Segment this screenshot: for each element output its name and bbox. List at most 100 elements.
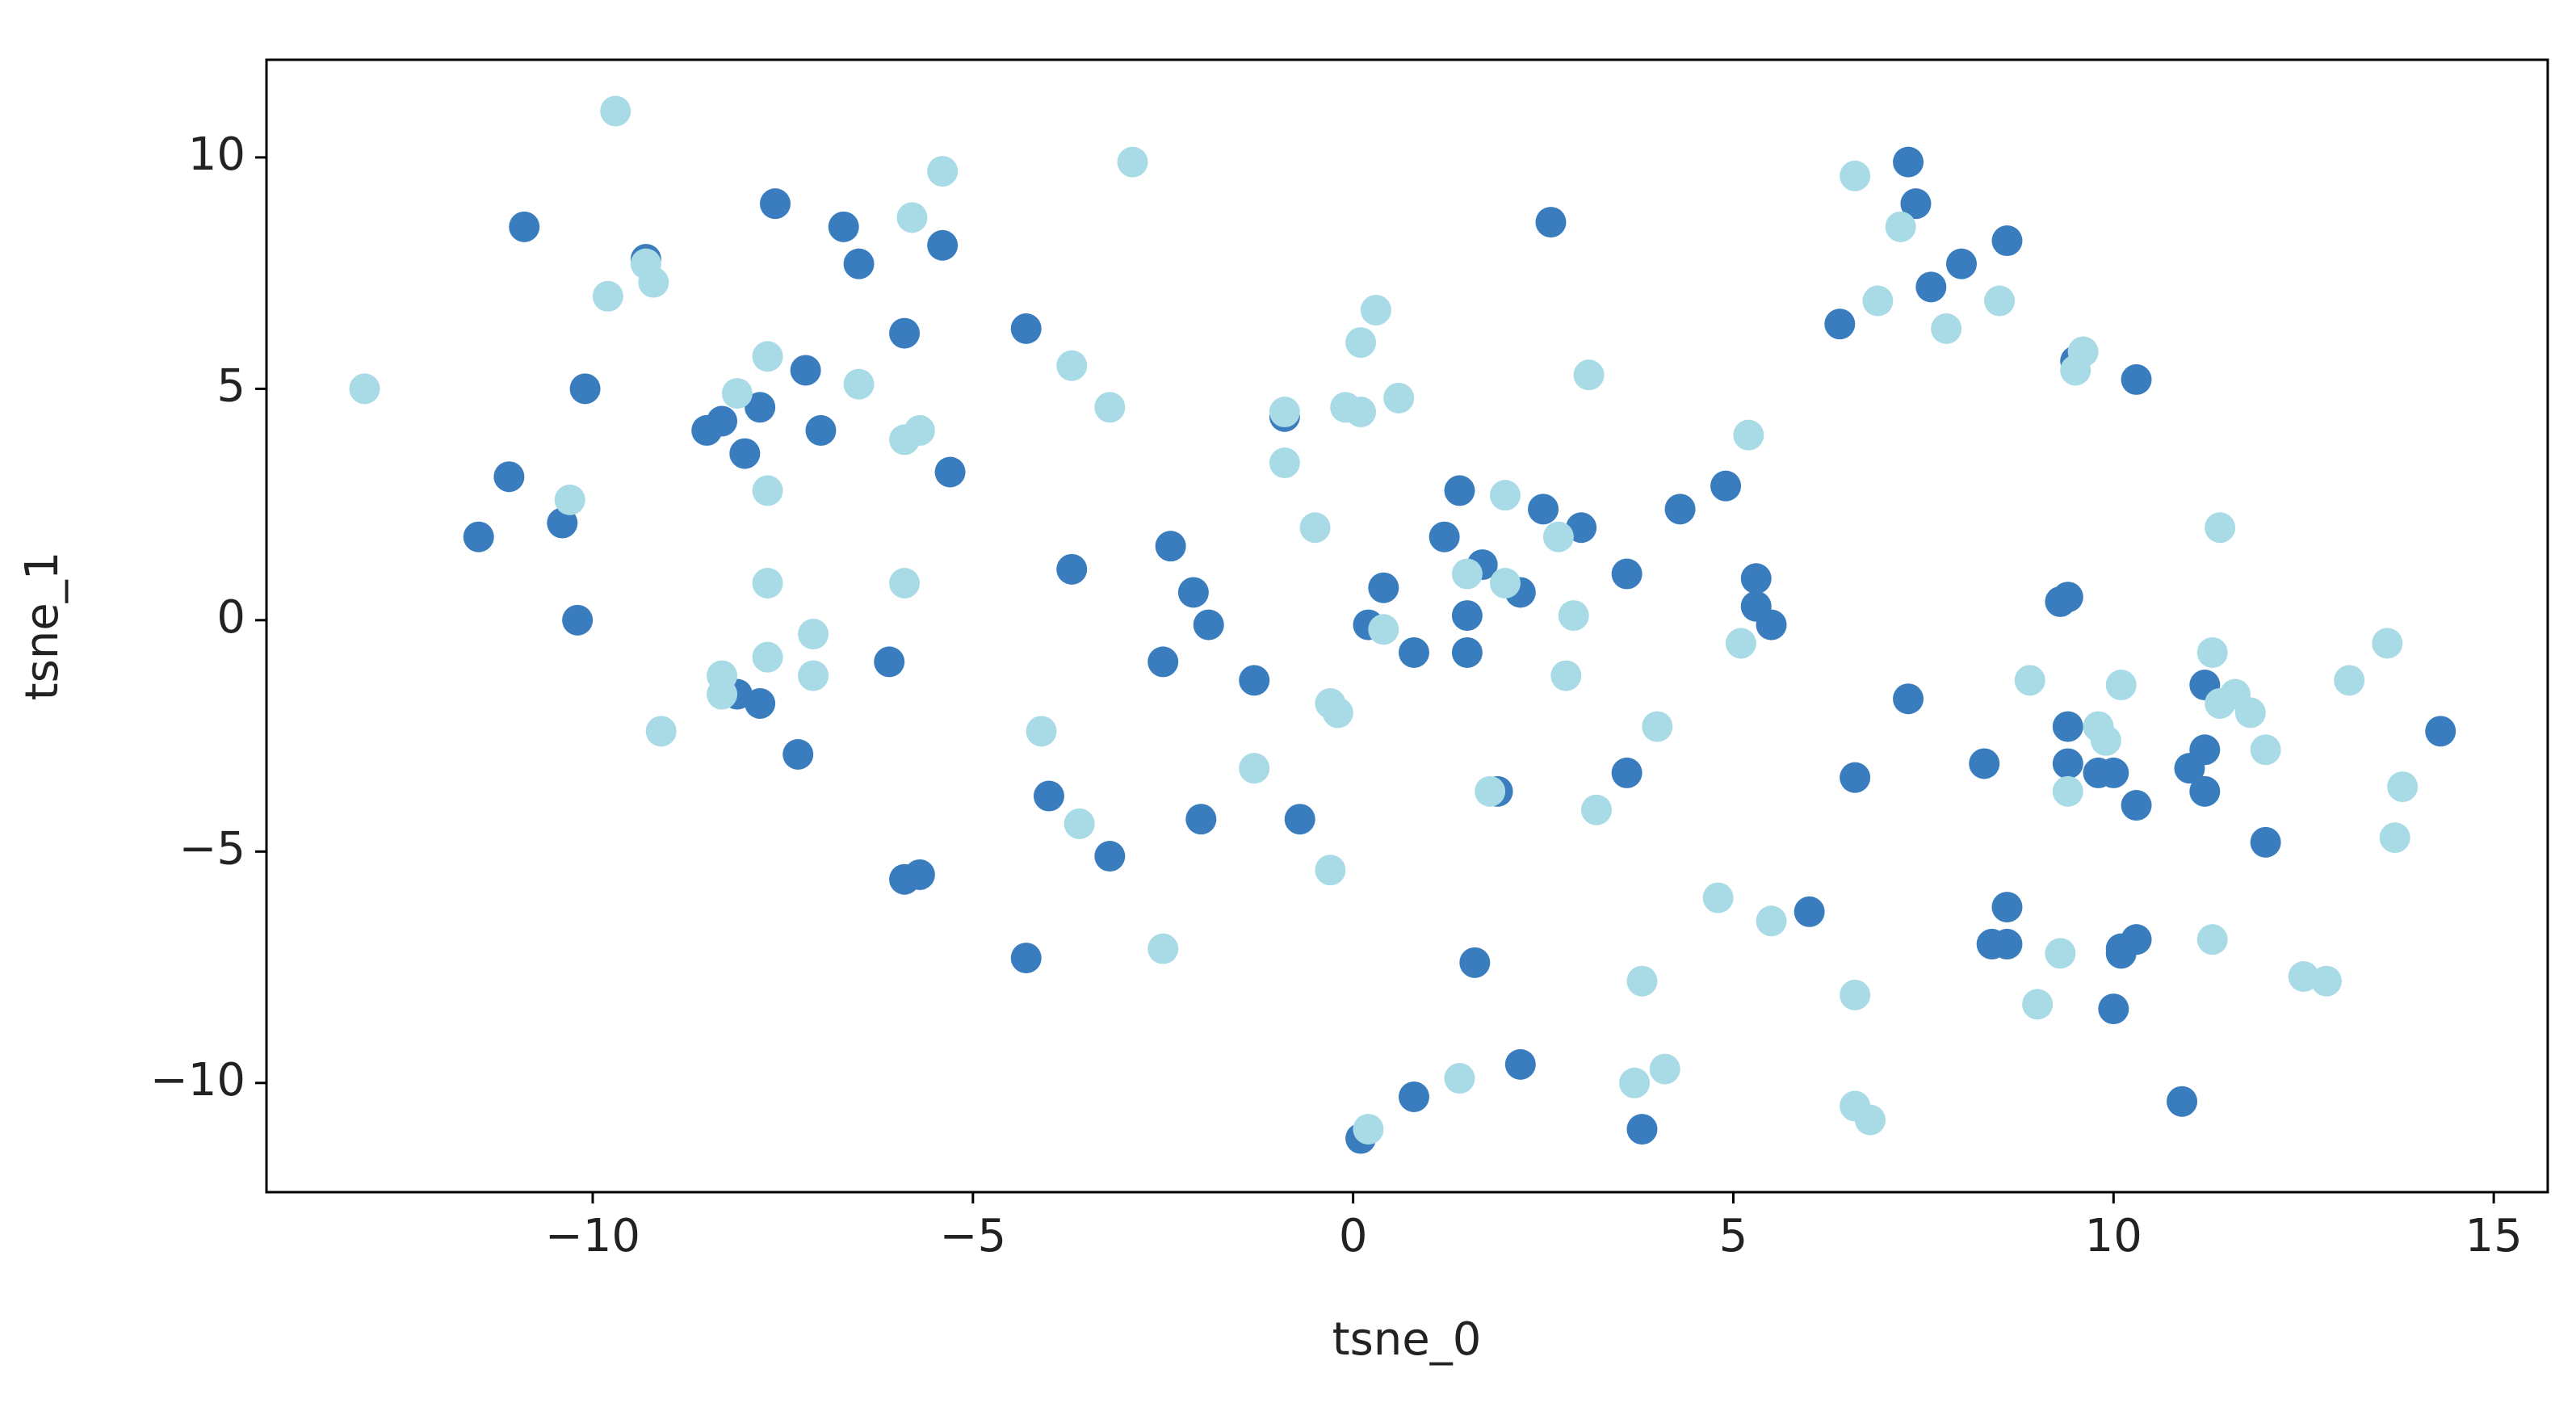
point	[1398, 1081, 1429, 1112]
point	[1580, 794, 1612, 825]
point	[1991, 892, 2023, 923]
point	[1094, 392, 1126, 423]
y-tick-label: 5	[216, 360, 245, 413]
point	[1459, 947, 1491, 978]
point	[1147, 933, 1179, 964]
point	[2121, 790, 2152, 821]
point	[1840, 762, 1871, 793]
point	[1626, 1114, 1658, 1145]
point	[874, 646, 905, 678]
point	[1756, 609, 1787, 640]
point	[554, 484, 585, 515]
point	[1451, 558, 1483, 590]
x-tick-label: 5	[1719, 1210, 1748, 1262]
point	[1642, 711, 1673, 742]
point	[707, 678, 738, 710]
point	[1475, 775, 1506, 807]
point	[1299, 512, 1331, 544]
point	[752, 341, 783, 372]
x-tick-label: −5	[940, 1210, 1007, 1262]
point	[1900, 188, 1932, 220]
point	[1611, 757, 1643, 788]
point	[2167, 1086, 2198, 1117]
point	[2205, 512, 2236, 544]
point	[1893, 683, 1924, 715]
point	[2288, 961, 2319, 993]
point	[1269, 397, 1300, 428]
point	[1710, 470, 1742, 502]
point	[349, 373, 380, 405]
point	[2014, 665, 2045, 696]
point	[2090, 724, 2121, 756]
point	[805, 414, 837, 446]
point	[547, 507, 578, 539]
point	[790, 355, 821, 386]
point	[1094, 841, 1126, 872]
point	[1733, 419, 1764, 451]
point	[600, 95, 631, 127]
point	[569, 373, 601, 405]
point	[1117, 146, 1148, 178]
point	[2098, 993, 2129, 1025]
point	[1444, 475, 1475, 506]
point	[1489, 480, 1521, 511]
point	[630, 248, 661, 279]
point	[1451, 636, 1483, 668]
point	[1504, 1048, 1536, 1080]
point	[509, 211, 540, 242]
point	[1542, 521, 1574, 552]
point	[2372, 628, 2403, 659]
point	[2310, 965, 2342, 997]
point	[1383, 382, 1415, 414]
point	[745, 392, 776, 423]
point	[1147, 646, 1179, 678]
point	[889, 568, 921, 599]
x-axis-label: tsne_0	[1332, 1313, 1482, 1366]
point	[1239, 753, 1270, 784]
x-tick-label: −10	[545, 1210, 640, 1262]
point	[1010, 943, 1042, 974]
point	[1702, 882, 1734, 914]
point	[2022, 989, 2054, 1020]
point	[1611, 558, 1643, 590]
x-tick-label: 0	[1339, 1210, 1368, 1262]
point	[896, 202, 928, 233]
point	[1991, 928, 2023, 960]
point	[1398, 636, 1429, 668]
point	[493, 461, 525, 493]
point	[2052, 582, 2083, 613]
point	[927, 156, 959, 187]
point	[2196, 636, 2228, 668]
y-tick-label: −10	[150, 1054, 245, 1107]
point	[1322, 697, 1353, 729]
point	[759, 188, 791, 220]
point	[1177, 577, 1209, 608]
y-axis-label: tsne_1	[16, 552, 69, 701]
point	[1756, 905, 1787, 937]
point	[1535, 207, 1567, 238]
point	[2174, 753, 2205, 784]
point	[1056, 553, 1088, 585]
point	[1269, 447, 1300, 479]
point	[1915, 271, 1947, 303]
point	[463, 521, 494, 552]
point	[2387, 771, 2419, 803]
point	[1444, 1063, 1475, 1094]
point	[927, 229, 959, 261]
point	[645, 716, 677, 747]
point	[592, 280, 623, 312]
point	[1854, 1104, 1886, 1136]
y-tick-label: −5	[178, 822, 245, 875]
point	[1840, 160, 1871, 191]
point	[1360, 294, 1391, 326]
point	[752, 641, 783, 673]
point	[1626, 965, 1658, 997]
point	[1185, 804, 1217, 835]
point	[904, 859, 935, 890]
point	[2045, 938, 2076, 969]
point	[828, 211, 859, 242]
point	[1740, 563, 1772, 594]
point	[1664, 494, 1696, 525]
point	[1550, 660, 1582, 691]
